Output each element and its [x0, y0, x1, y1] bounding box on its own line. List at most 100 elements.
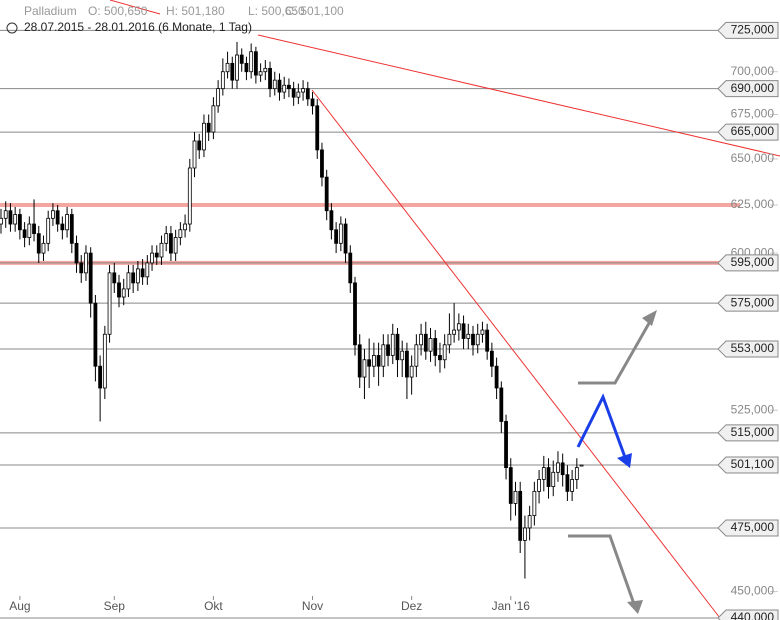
- candle-body: [98, 365, 103, 389]
- candle-body: [560, 462, 565, 476]
- candle-body: [428, 338, 433, 352]
- candle-body: [60, 223, 65, 231]
- trend-line: [109, 0, 161, 15]
- level-label: 665,000: [731, 124, 775, 138]
- candle-body: [541, 467, 546, 480]
- candle-body: [216, 88, 221, 107]
- candle-body: [338, 223, 343, 244]
- candle-body: [13, 214, 18, 225]
- candle-body: [8, 210, 13, 225]
- candle-body: [438, 355, 442, 361]
- ohlc-open: O: 500,650: [88, 4, 148, 18]
- candle-body: [574, 467, 579, 480]
- level-label-box: [717, 21, 779, 39]
- candle-body: [126, 272, 131, 290]
- scenario-arrow: [578, 317, 654, 385]
- candle-body: [74, 242, 79, 264]
- candle-body: [508, 467, 513, 504]
- candle-body: [480, 329, 485, 335]
- candle-body: [51, 210, 55, 219]
- trend-line: [311, 89, 721, 619]
- candle-body: [192, 140, 197, 169]
- candle-body: [291, 88, 296, 98]
- candle-body: [423, 333, 428, 352]
- level-label: 515,000: [731, 425, 775, 439]
- candle-body: [579, 464, 584, 467]
- period: 28.07.2015 - 28.01.2016 (6 Monate, 1 Tag…: [24, 20, 252, 34]
- level-label-box: [717, 80, 779, 98]
- candle-body: [225, 62, 230, 73]
- candle-body: [173, 237, 178, 254]
- candle-body: [107, 272, 112, 335]
- scenario-arrow: [568, 534, 636, 605]
- candle-body: [159, 242, 164, 258]
- candle-body: [315, 105, 320, 151]
- level-label: 690,000: [731, 81, 775, 95]
- candle-body: [202, 122, 206, 151]
- candle-body: [282, 84, 287, 93]
- arrow-head: [627, 600, 643, 614]
- candle-body: [84, 252, 88, 274]
- candle-body: [447, 333, 452, 346]
- level-label: 725,000: [731, 23, 775, 37]
- candle-body: [504, 421, 508, 468]
- candle-body: [79, 262, 84, 274]
- level-label-box: [717, 609, 779, 620]
- candle-body: [178, 229, 183, 238]
- level-label-box: [717, 294, 779, 312]
- candle-body: [348, 252, 353, 284]
- candle-body: [433, 338, 438, 356]
- candle-body: [22, 229, 27, 238]
- candle-body: [456, 323, 461, 331]
- candle-body: [419, 333, 423, 346]
- level-label-box: [717, 519, 779, 537]
- candle-body: [169, 233, 173, 254]
- candle-body: [239, 54, 244, 64]
- candle-body: [329, 210, 334, 231]
- candle-body: [32, 223, 36, 235]
- candle-body: [334, 229, 339, 244]
- level-label-box: [717, 123, 779, 141]
- x-tick-label: Jan '16: [492, 599, 531, 613]
- candle-body: [489, 350, 494, 367]
- candle-body: [187, 167, 192, 225]
- x-tick-label: Aug: [9, 599, 30, 613]
- candle-body: [102, 333, 107, 389]
- candle-body: [272, 79, 277, 90]
- arrow-head: [642, 310, 657, 326]
- x-tick-label: Okt: [204, 599, 223, 613]
- candle-body: [499, 387, 504, 422]
- candle-body: [395, 333, 400, 361]
- candle-body: [93, 302, 98, 367]
- candle-body: [551, 471, 556, 487]
- candle-body: [296, 91, 301, 98]
- candle-body: [357, 344, 362, 378]
- candle-body: [570, 479, 575, 492]
- candle-body: [494, 365, 499, 389]
- candle-body: [150, 252, 154, 264]
- candle-body: [230, 62, 235, 81]
- x-tick-label: Nov: [302, 599, 323, 613]
- level-label: 575,000: [731, 295, 775, 309]
- candle-body: [475, 333, 480, 346]
- candle-body: [320, 149, 324, 178]
- candle-body: [301, 88, 305, 93]
- candle-body: [258, 71, 263, 76]
- candle-body: [164, 233, 169, 244]
- candle-body: [513, 490, 518, 504]
- candle-body: [523, 527, 527, 541]
- candle-body: [140, 268, 145, 278]
- candle-body: [206, 122, 211, 133]
- candle-body: [461, 323, 466, 339]
- candle-body: [409, 365, 414, 378]
- level-label: 440,000: [731, 610, 775, 620]
- trend-line: [257, 34, 780, 157]
- candle-body: [442, 344, 447, 361]
- candle-body: [518, 490, 523, 541]
- candle-body: [400, 350, 405, 361]
- candle-body: [343, 223, 348, 254]
- candle-body: [362, 359, 367, 378]
- symbol: Palladium: [24, 4, 77, 18]
- level-label: 595,000: [731, 255, 775, 269]
- ohlc-close: C: 501,100: [285, 4, 344, 18]
